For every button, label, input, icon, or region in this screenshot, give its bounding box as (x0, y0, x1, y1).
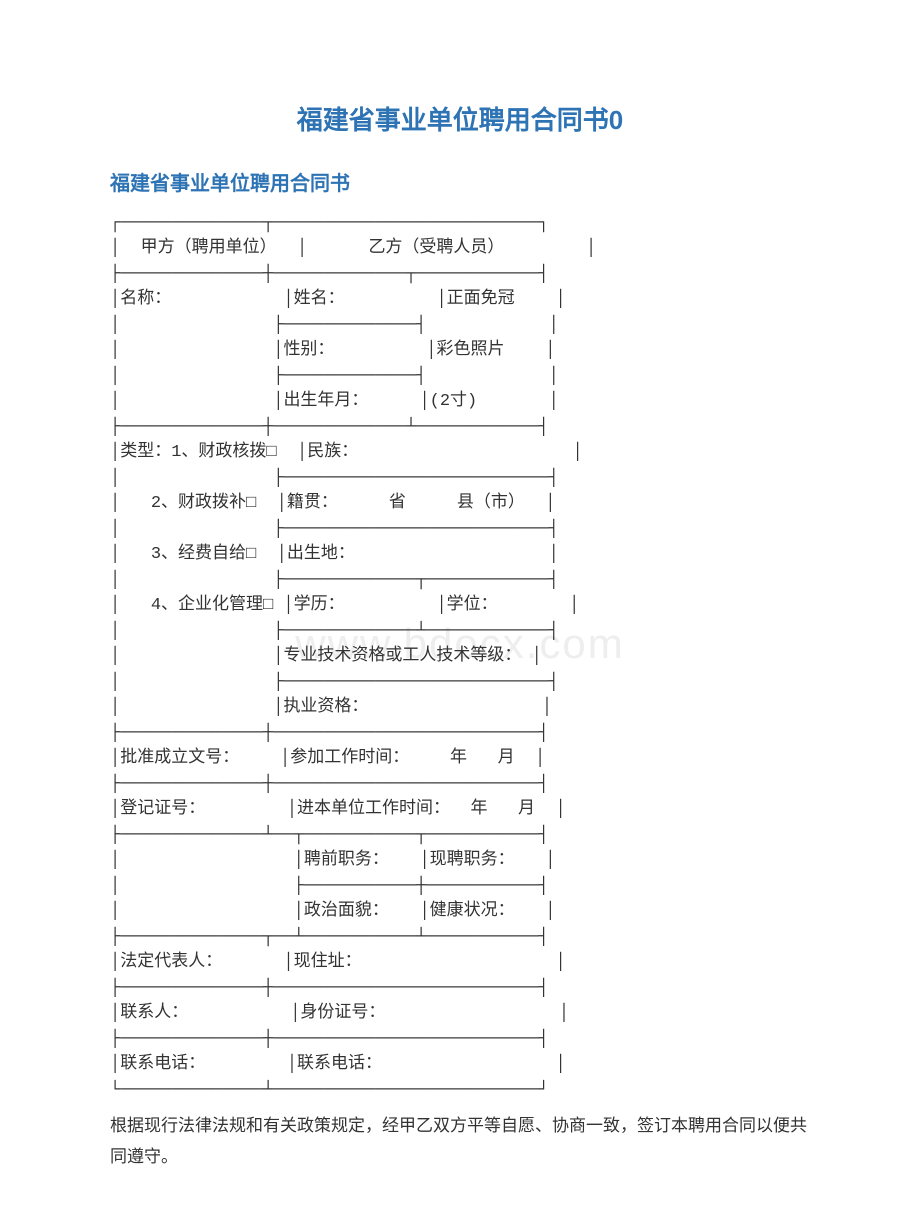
border-r8: │ ├─────────────┴────────────┤ (110, 622, 810, 642)
row-type4: │ 4、企业化管理□ │学历： │学位： │ (110, 591, 810, 622)
border-r4: ├──────────────┼─────────────┴──────────… (110, 418, 810, 438)
sub-title: 福建省事业单位聘用合同书 (110, 167, 810, 196)
header-row: │ 甲方（聘用单位） │ 乙方（受聘人员） │ (110, 234, 810, 265)
row-type3: │ 3、经费自给□ │出生地： │ (110, 540, 810, 571)
row-birth: │ │出生年月： │(2寸) │ (110, 387, 810, 418)
row-phone: │联系电话： │联系电话： │ (110, 1050, 810, 1081)
row-gender: │ │性别： │彩色照片 │ (110, 336, 810, 367)
border-bottom: └──────────────┴────────────────────────… (110, 1081, 810, 1101)
border-r15: ├──────────────┼────────────────────────… (110, 979, 810, 999)
border-r5: │ ├──────────────────────────┤ (110, 469, 810, 489)
border-r13: │ ├───────────┼───────────┤ (110, 877, 810, 897)
row-type1: │类型：1、财政核拨□ │民族： │ (110, 438, 810, 469)
row-type2: │ 2、财政拨补□ │籍贯： 省 县（市） │ (110, 489, 810, 520)
row-contact: │联系人： │身份证号： │ (110, 999, 810, 1030)
border-top: ┌──────────────┬────────────────────────… (110, 214, 810, 234)
form-table: ┌──────────────┬────────────────────────… (110, 214, 810, 1101)
border-r2: │ ├─────────────┤ │ (110, 316, 810, 336)
border-r1: ├──────────────┼─────────────┬──────────… (110, 265, 810, 285)
row-legalrep: │法定代表人： │现住址： │ (110, 948, 810, 979)
border-r10: ├──────────────┼────────────────────────… (110, 724, 810, 744)
border-r9: │ ├──────────────────────────┤ (110, 673, 810, 693)
border-r16: ├──────────────┼────────────────────────… (110, 1030, 810, 1050)
border-r6: │ ├──────────────────────────┤ (110, 520, 810, 540)
main-title: 福建省事业单位聘用合同书0 (110, 100, 810, 137)
row-proqual: │ │专业技术资格或工人技术等级： │ (110, 642, 810, 673)
border-r3: │ ├─────────────┤ │ (110, 367, 810, 387)
border-r12: ├──────────────┴──┬───────────┬─────────… (110, 826, 810, 846)
border-r14: ├──────────────┬──┴───────────┴─────────… (110, 928, 810, 948)
row-regnum: │登记证号： │进本单位工作时间： 年 月 │ (110, 795, 810, 826)
row-name: │名称： │姓名： │正面免冠 │ (110, 285, 810, 316)
body-paragraph: 根据现行法律法规和有关政策规定，经甲乙双方平等自愿、协商一致，签订本聘用合同以便… (110, 1111, 810, 1172)
border-r7: │ ├─────────────┬────────────┤ (110, 571, 810, 591)
row-position: │ │聘前职务： │现聘职务： │ (110, 846, 810, 877)
row-approval: │批准成立文号： │参加工作时间： 年 月 │ (110, 744, 810, 775)
border-r11: ├──────────────┼────────────────────────… (110, 775, 810, 795)
row-practice: │ │执业资格： │ (110, 693, 810, 724)
row-political: │ │政治面貌： │健康状况： │ (110, 897, 810, 928)
